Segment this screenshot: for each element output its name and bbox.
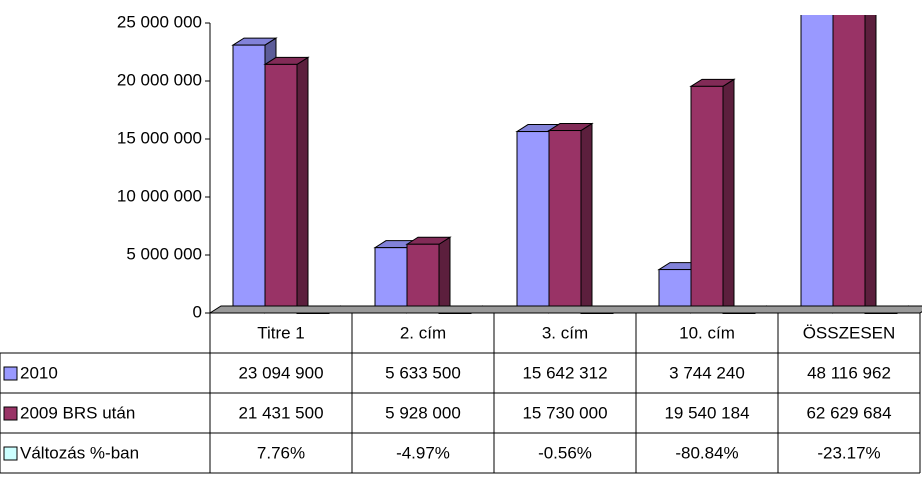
bar [689,78,736,314]
bar [547,122,594,314]
table-value: 7.76% [257,443,305,462]
table-value: 21 431 500 [238,403,323,422]
y-tick-label: 5 000 000 [126,244,202,263]
table-value: -23.17% [817,443,880,462]
legend-label: 2010 [20,363,58,382]
y-tick-label: 10 000 000 [117,186,202,205]
table-value: 5 633 500 [385,363,461,382]
legend-swatch [3,406,18,421]
bar-front [374,247,408,314]
legend-label: 2009 BRS után [20,403,135,422]
x-tick-label: 10. cím [679,323,735,342]
bar [405,236,452,314]
y-tick-label: 25 000 000 [117,12,202,31]
table-value: 19 540 184 [664,403,749,422]
table-value: 15 730 000 [522,403,607,422]
bar-front [516,131,550,314]
x-tick-label: 2. cím [400,323,446,342]
plot-area [231,15,910,314]
bar-front [406,243,440,314]
table-value: -4.97% [396,443,450,462]
x-tick-label: 3. cím [542,323,588,342]
bar-side [864,15,877,314]
table-value: 48 116 962 [807,363,891,382]
bar-front [548,130,582,314]
legend-swatch [3,366,18,381]
table-value: 23 094 900 [238,363,323,382]
table-value: 62 629 684 [806,403,891,422]
table-value: -80.84% [675,443,738,462]
table-value: -0.56% [538,443,592,462]
table-value: 3 744 240 [669,363,745,382]
bar-side [580,122,593,314]
x-tick-label: Titre 1 [257,323,305,342]
bar-front [800,15,834,314]
bar-front [690,85,724,314]
bar-side [438,236,451,314]
bar-front [832,15,866,314]
bar-front [264,63,298,314]
bar [832,15,877,314]
table-value: 15 642 312 [522,363,607,382]
legend-swatch [3,446,18,461]
bar-side [722,78,735,314]
y-tick-label: 15 000 000 [117,128,202,147]
table-value: 5 928 000 [385,403,461,422]
legend-label: Változás %-ban [20,443,139,462]
bar [263,56,310,314]
bar-front [232,44,266,314]
y-tick-label: 20 000 000 [117,70,202,89]
y-tick-label: 0 [193,302,202,321]
floor [208,305,922,314]
bar-side [296,56,309,314]
x-tick-label: ÖSSZESEN [803,323,896,342]
